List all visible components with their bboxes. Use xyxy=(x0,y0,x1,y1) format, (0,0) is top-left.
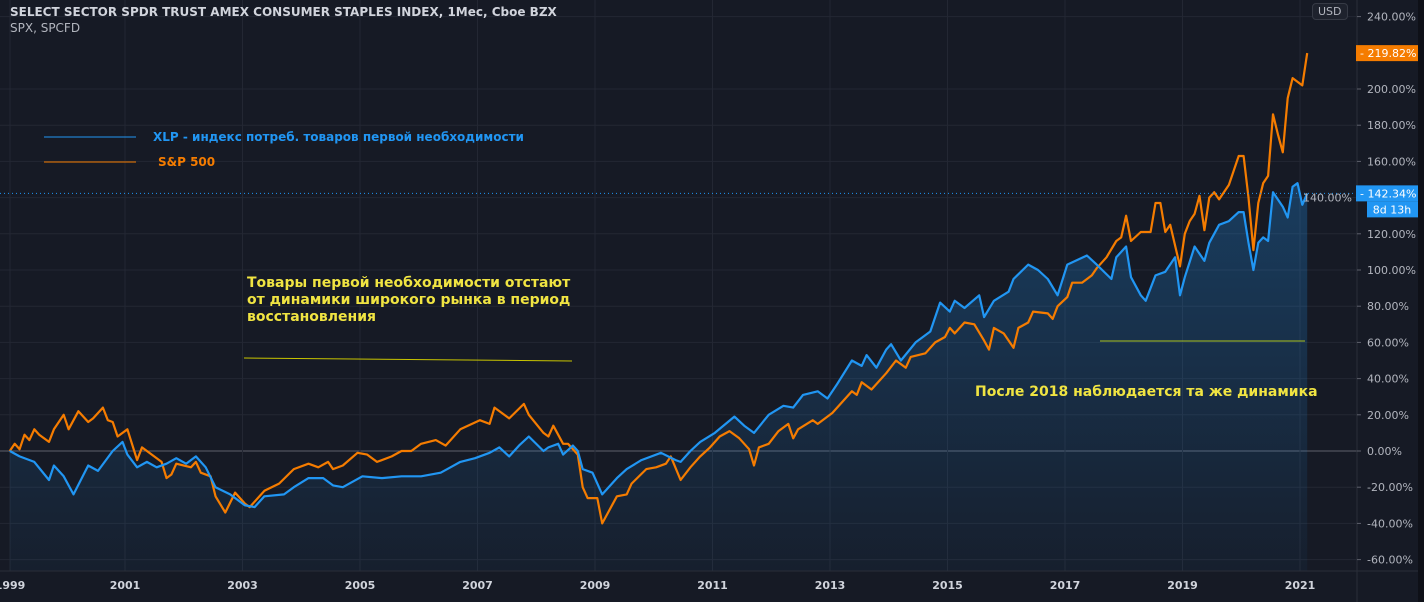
legend-label-spx: S&P 500 xyxy=(158,155,215,169)
annotation-after-2018[interactable]: После 2018 наблюдается та же динамика xyxy=(975,384,1318,400)
x-tick-label: 2007 xyxy=(462,579,493,592)
last-value-badge-xlp-bg xyxy=(1356,185,1418,202)
legend-label-xlp: XLP - индекс потреб. товаров первой необ… xyxy=(153,130,524,144)
y-tick-label: 20.00% xyxy=(1367,409,1409,422)
y-tick-label: 80.00% xyxy=(1367,300,1409,313)
plot-area[interactable] xyxy=(0,52,1357,571)
y-tick-label: -60.00% xyxy=(1367,554,1413,567)
x-tick-label: 2009 xyxy=(580,579,611,592)
x-tick-label: 2015 xyxy=(932,579,963,592)
x-tick-label: 2011 xyxy=(697,579,728,592)
y-tick-label: 0.00% xyxy=(1367,445,1402,458)
series-line-spx[interactable] xyxy=(8,52,1309,525)
countdown-badge-bg xyxy=(1367,201,1418,218)
y-tick-label: 120.00% xyxy=(1367,228,1416,241)
last-value-badge-spx: - 219.82% xyxy=(1360,47,1416,60)
x-tick-label: 2019 xyxy=(1167,579,1198,592)
compare-symbols: SPX, SPCFD xyxy=(10,21,81,35)
x-tick-label: 2017 xyxy=(1050,579,1081,592)
y-tick-label: 40.00% xyxy=(1367,373,1409,386)
legend: XLP - индекс потреб. товаров первой необ… xyxy=(44,130,524,169)
x-tick-label: 1999 xyxy=(0,579,25,592)
chart-header: SELECT SECTOR SPDR TRUST AMEX CONSUMER S… xyxy=(10,4,557,36)
bar-countdown: 8d 13h xyxy=(1373,203,1411,216)
y-tick-label: 160.00% xyxy=(1367,155,1416,168)
y-tick-label: -20.00% xyxy=(1367,481,1413,494)
last-value-badge-xlp: - 142.34% xyxy=(1360,187,1416,200)
series-area-xlp xyxy=(9,183,1308,571)
annotations[interactable]: После 2018 наблюдается та же динамика xyxy=(243,340,1318,400)
right-border xyxy=(1418,0,1424,602)
series-line-xlp[interactable] xyxy=(9,182,1309,509)
last-value-badge-spx-bg xyxy=(1356,45,1418,62)
y-tick-label: 140.00% xyxy=(1303,192,1352,205)
x-tick-label: 2001 xyxy=(110,579,141,592)
y-tick-label: 60.00% xyxy=(1367,336,1409,349)
y-tick-label: 180.00% xyxy=(1367,119,1416,132)
y-tick-label: 240.00% xyxy=(1367,11,1416,24)
annotation-recovery-lag[interactable]: Товары первой необходимости отстают от д… xyxy=(247,275,571,325)
y-tick-label: 100.00% xyxy=(1367,264,1416,277)
x-tick-label: 2013 xyxy=(815,579,846,592)
x-tick-label: 2003 xyxy=(227,579,258,592)
trend-line-recovery[interactable] xyxy=(243,357,573,362)
y-tick-label: 200.00% xyxy=(1367,83,1416,96)
price-axis[interactable]: 240.00% 200.00% 180.00% 160.00% 140.00% 120.0… xyxy=(1303,11,1418,567)
time-axis[interactable]: 1999 2001 2003 2005 2007 2009 2011 2013 2015 2017… xyxy=(0,579,1315,592)
currency-button[interactable]: USD xyxy=(1312,3,1348,20)
x-tick-label: 2005 xyxy=(345,579,376,592)
y-tick-label: -40.00% xyxy=(1367,517,1413,530)
x-tick-label: 2021 xyxy=(1285,579,1316,592)
symbol-title: SELECT SECTOR SPDR TRUST AMEX CONSUMER S… xyxy=(10,5,557,19)
